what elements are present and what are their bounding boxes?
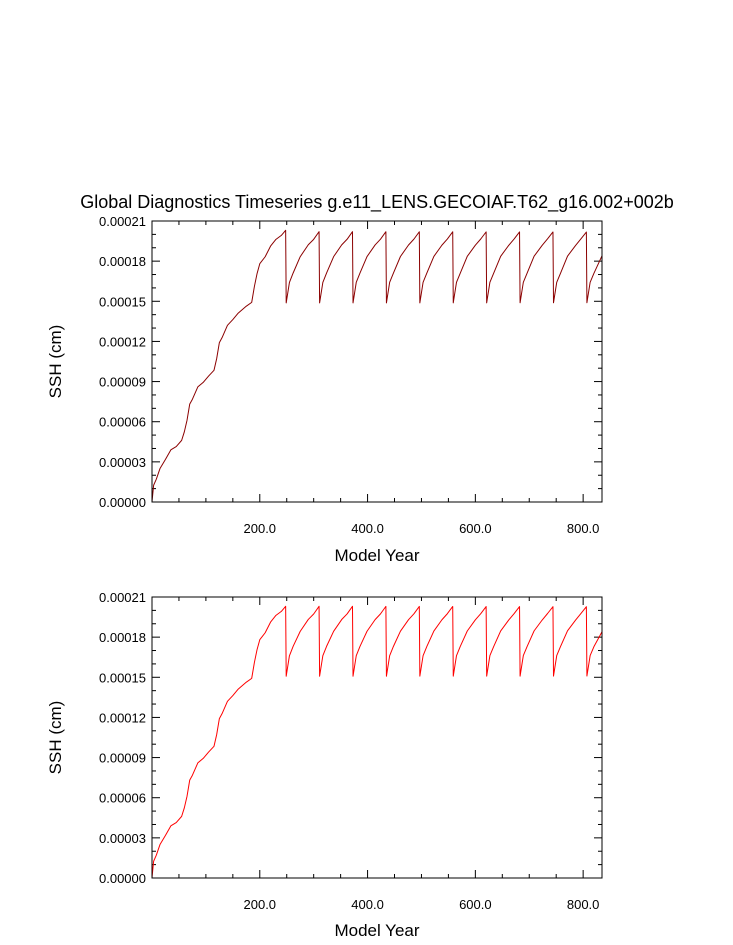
bottom-ytick-label: 0.00009 xyxy=(99,751,146,766)
bottom-panel: 0.00000 0.00003 0.00006 0.00009 0.00012 0.000… xyxy=(46,590,603,940)
top-y-axis-label: SSH (cm) xyxy=(46,325,65,399)
bottom-ytick-label: 0.00021 xyxy=(99,590,146,605)
top-panel: 0.00000 0.00003 0.00006 0.00009 0.00012 0.000… xyxy=(46,214,603,565)
bottom-ytick-label: 0.00006 xyxy=(99,791,146,806)
top-ytick-label: 0.00006 xyxy=(99,415,146,430)
bottom-ytick-label: 0.00018 xyxy=(99,630,146,645)
bottom-xtick-label: 400.0 xyxy=(351,897,384,912)
top-xtick-label: 200.0 xyxy=(244,521,277,536)
bottom-ytick-label: 0.00012 xyxy=(99,710,146,725)
bottom-plot-frame xyxy=(151,596,603,879)
bottom-xtick-label: 200.0 xyxy=(244,897,277,912)
top-ytick-label: 0.00015 xyxy=(99,294,146,309)
top-xtick-label: 400.0 xyxy=(351,521,384,536)
bottom-ytick-label: 0.00015 xyxy=(99,670,146,685)
top-ytick-label: 0.00021 xyxy=(99,214,146,229)
top-ytick-label: 0.00000 xyxy=(99,495,146,510)
top-ytick-label: 0.00003 xyxy=(99,455,146,470)
top-xtick-label: 800.0 xyxy=(567,521,600,536)
top-x-axis-label: Model Year xyxy=(334,546,419,565)
top-ytick-label: 0.00012 xyxy=(99,334,146,349)
top-ytick-label: 0.00009 xyxy=(99,375,146,390)
top-xtick-label: 600.0 xyxy=(459,521,492,536)
bottom-series-line xyxy=(151,605,603,879)
bottom-ytick-label: 0.00000 xyxy=(99,871,146,886)
chart-title: Global Diagnostics Timeseries g.e11_LENS… xyxy=(80,192,674,213)
bottom-ytick-label: 0.00003 xyxy=(99,831,146,846)
top-plot-frame xyxy=(151,220,603,503)
top-series-line xyxy=(151,229,603,503)
bottom-xtick-label: 800.0 xyxy=(567,897,600,912)
bottom-y-axis-label: SSH (cm) xyxy=(46,701,65,775)
bottom-xtick-label: 600.0 xyxy=(459,897,492,912)
bottom-x-axis-label: Model Year xyxy=(334,921,419,940)
top-ytick-label: 0.00018 xyxy=(99,254,146,269)
